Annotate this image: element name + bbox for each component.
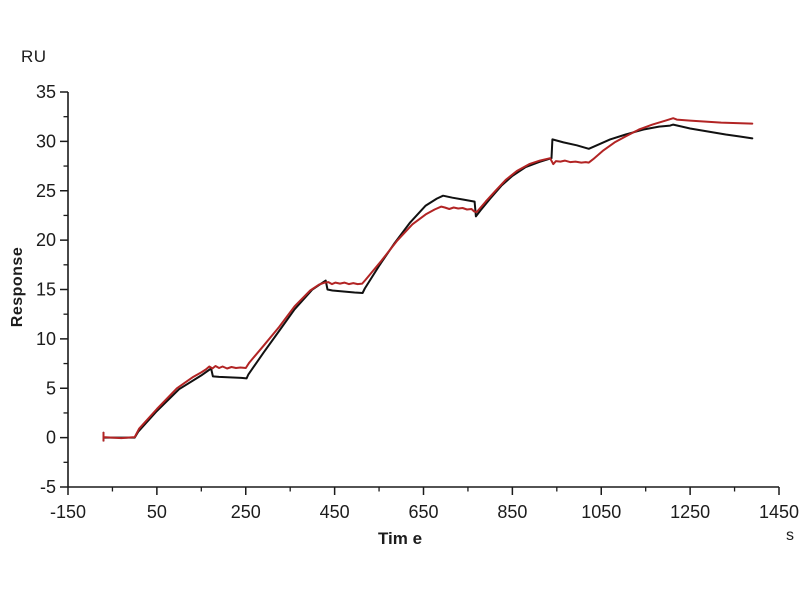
x-tick-label: 1250 [670,502,710,522]
x-unit-label: s [786,527,794,544]
x-tick-label: 650 [408,502,438,522]
y-tick-label: 15 [36,280,56,300]
x-tick-label: -150 [50,502,86,522]
y-tick-label: 20 [36,230,56,250]
x-tick-label: 50 [147,502,167,522]
x-tick-label: 450 [320,502,350,522]
x-tick-label: 850 [497,502,527,522]
y-tick-label: 25 [36,181,56,201]
y-tick-label: 35 [36,82,56,102]
y-tick-label: 30 [36,131,56,151]
red-curve-polyline [102,117,754,442]
x-tick-label: 1050 [581,502,621,522]
x-tick-label: 250 [231,502,261,522]
y-tick-label: 5 [46,378,56,398]
black-curve-polyline [102,123,754,442]
y-tick-label: 10 [36,329,56,349]
y-unit-label: RU [21,47,47,66]
y-tick-label: -5 [40,477,56,497]
y-tick-label: 0 [46,428,56,448]
x-axis-title: Tim e [377,529,423,548]
x-tick-label: 1450 [759,502,799,522]
y-axis-title: Response [9,246,26,328]
